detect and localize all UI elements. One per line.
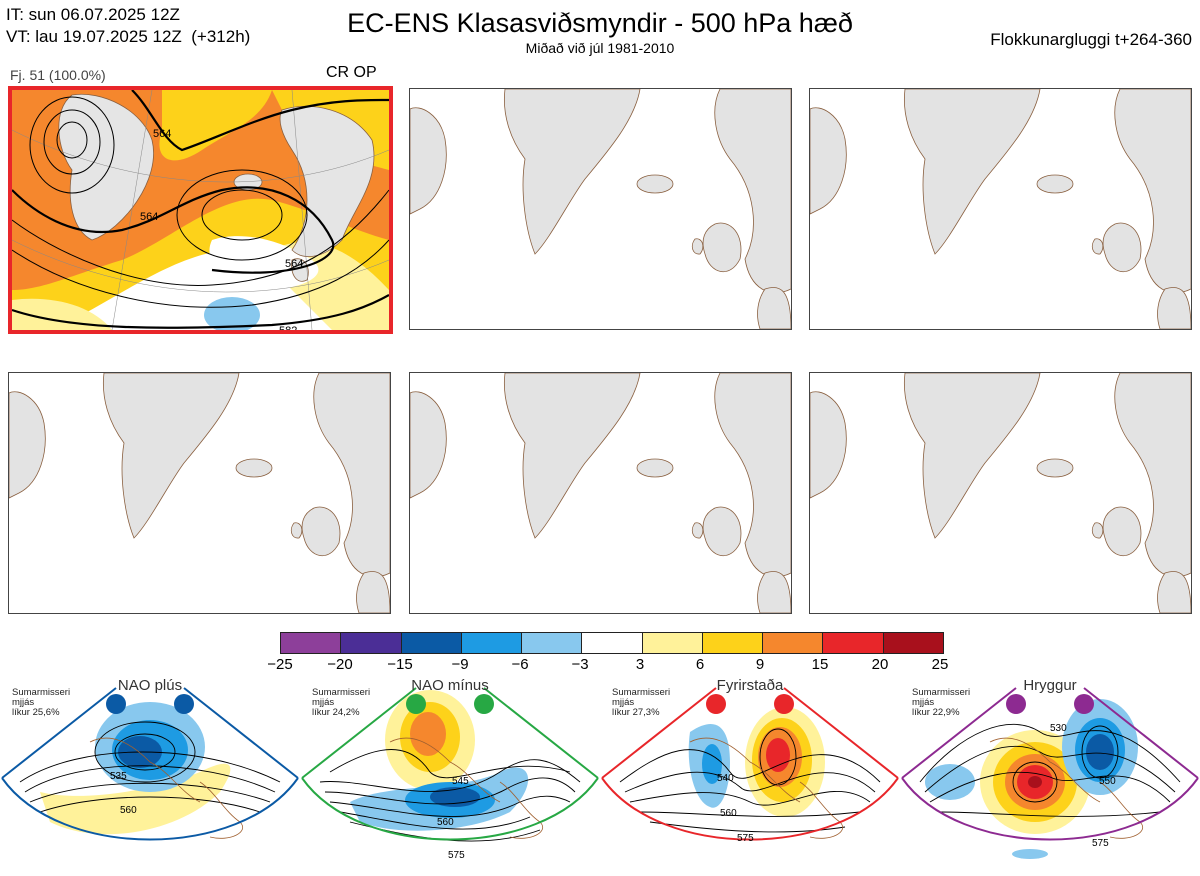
regime-nao-minus: 545 560 575 NAO mínus Sumarmisseri mjjás… (300, 672, 600, 871)
colorbar-tick: 20 (871, 656, 889, 673)
colorbar-tick: 6 (695, 656, 705, 673)
regime-dot (706, 694, 726, 714)
regime-description: Sumarmisseri mjjás líkur 22,9% (912, 687, 971, 718)
colorbar-tick: −15 (387, 656, 413, 673)
cluster-panel-1[interactable]: 564 564 564 582 (8, 86, 393, 334)
colorbar-tick: 25 (931, 656, 949, 673)
regime-ridge: 530 550 575 Hryggur Sumarmisseri mjjás l… (900, 672, 1200, 871)
colorbar-swatch (281, 633, 342, 653)
colorbar-tick: 3 (635, 656, 645, 673)
colorbar-tick: 15 (811, 656, 829, 673)
panel-label: CR OP (326, 64, 377, 81)
colorbar-swatch (341, 633, 402, 653)
regime-blocking: 540 560 575 Fyrirstaða Sumarmisseri mjjá… (600, 672, 900, 871)
contour-label: 564 (140, 211, 158, 223)
regime-dot (774, 694, 794, 714)
contour-label: 582 (279, 325, 297, 330)
cluster-panel-4[interactable] (8, 372, 391, 614)
contour-label: 560 (437, 817, 454, 828)
page-subtitle: Miðað við júl 1981-2010 (525, 40, 675, 56)
basemap (410, 89, 791, 329)
regime-description: Sumarmisseri mjjás líkur 27,3% (612, 687, 671, 718)
colorbar-tick: −6 (511, 656, 529, 673)
colorbar-tick: −9 (451, 656, 469, 673)
cluster-panel-5[interactable] (409, 372, 792, 614)
colorbar-tick: −25 (267, 656, 293, 673)
regime-map: 540 560 575 (601, 687, 899, 844)
contour-label: 545 (452, 776, 469, 787)
colorbar-tick: 9 (755, 656, 765, 673)
contour-label: 540 (717, 773, 734, 784)
colorbar-tick: −20 (327, 656, 353, 673)
contour-label: 575 (448, 850, 465, 861)
regime-dot (106, 694, 126, 714)
cluster-panel-6[interactable] (809, 372, 1192, 614)
colorbar (280, 632, 944, 654)
colorbar-swatch (642, 633, 703, 653)
basemap (810, 89, 1191, 329)
contour-label: 535 (110, 771, 127, 782)
regime-map: 535 560 (1, 687, 299, 841)
classification-window: Flokkunargluggi t+264-360 (990, 30, 1192, 49)
contour-label: 575 (1092, 838, 1109, 849)
regime-dot (406, 694, 426, 714)
basemap (810, 373, 1191, 613)
cluster-panel-2[interactable] (409, 88, 792, 330)
colorbar-swatch (461, 633, 523, 653)
contour-label: 575 (737, 833, 754, 844)
colorbar-swatch (763, 633, 824, 653)
member-count: Fj. 51 (100.0%) (10, 67, 106, 83)
regime-name: Fyrirstaða (716, 677, 784, 694)
regime-outline (301, 687, 599, 841)
contour-label: 560 (120, 805, 137, 816)
contour-label: 550 (1099, 776, 1116, 787)
regime-description: Sumarmisseri mjjás líkur 24,2% (312, 687, 371, 718)
colorbar-swatch (401, 633, 462, 653)
init-time: IT: sun 06.07.2025 12Z (6, 5, 180, 24)
basemap (9, 373, 390, 613)
regime-outline (601, 687, 899, 841)
contour-label: 564 (153, 128, 171, 140)
colorbar-swatch (883, 633, 943, 653)
colorbar-swatch (823, 633, 884, 653)
init-valid-times: IT: sun 06.07.2025 12Z VT: lau 19.07.202… (6, 4, 250, 48)
colorbar-swatch (582, 633, 643, 653)
contour-label: 530 (1050, 723, 1067, 734)
regime-map: 545 560 575 (301, 687, 599, 861)
regime-outline (901, 687, 1199, 841)
contour-label: 564 (285, 258, 303, 270)
regime-name: NAO plús (117, 677, 183, 694)
regime-dot (1074, 694, 1094, 714)
anomaly-map: 564 564 564 582 (12, 90, 389, 330)
cluster-panel-3[interactable] (809, 88, 1192, 330)
colorbar-swatch (702, 633, 764, 653)
regime-outline (1, 687, 299, 841)
valid-time: VT: lau 19.07.2025 12Z (+312h) (6, 27, 251, 46)
regime-map: 530 550 575 (901, 687, 1199, 859)
contour-label: 560 (720, 808, 737, 819)
colorbar-tick: −3 (571, 656, 589, 673)
regime-dot (474, 694, 494, 714)
regime-dot (174, 694, 194, 714)
regime-dot (1006, 694, 1026, 714)
colorbar-swatch (522, 633, 583, 653)
regime-name: NAO mínus (411, 677, 489, 694)
page-title: EC-ENS Klasasviðsmyndir - 500 hPa hæð (347, 8, 853, 38)
regime-name: Hryggur (1023, 677, 1077, 694)
basemap (410, 373, 791, 613)
regime-nao-plus: 535 560 NAO plús Sumarmisseri mjjás líku… (0, 672, 300, 871)
regime-description: Sumarmisseri mjjás líkur 25,6% (12, 687, 71, 718)
